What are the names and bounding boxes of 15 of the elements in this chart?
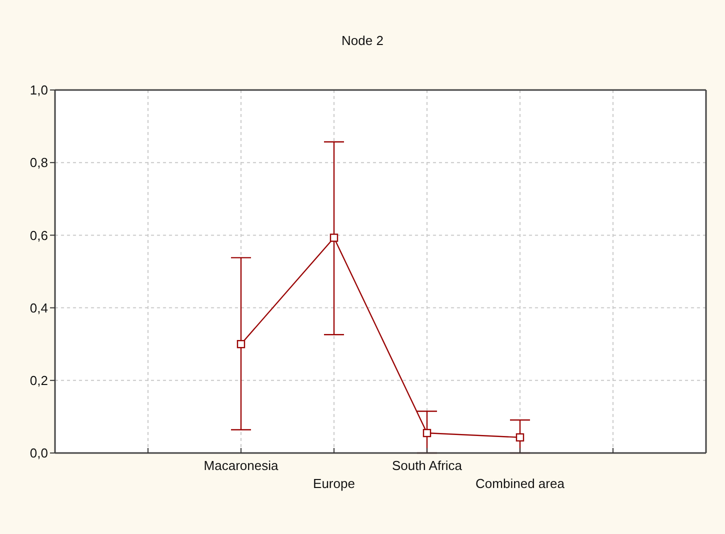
point [236,340,246,348]
chart-title: Node 2 [340,33,384,48]
y-tick-label: 0,8 [30,155,48,170]
y-tick-label: 0,4 [30,300,48,316]
x-tick-label: Macaronesia [204,458,279,473]
point [422,428,432,438]
y-tick-label: 1,0 [30,82,48,98]
x-tick-label: Europe [313,476,355,491]
y-tick-label: 0,2 [30,373,48,388]
point [330,234,338,242]
point [516,433,524,442]
y-tick-label: 0,6 [30,228,48,243]
x-tick-label: Combined area [476,476,566,491]
y-tick-label: 0,0 [30,446,48,461]
x-tick-label: South Africa [392,458,463,473]
